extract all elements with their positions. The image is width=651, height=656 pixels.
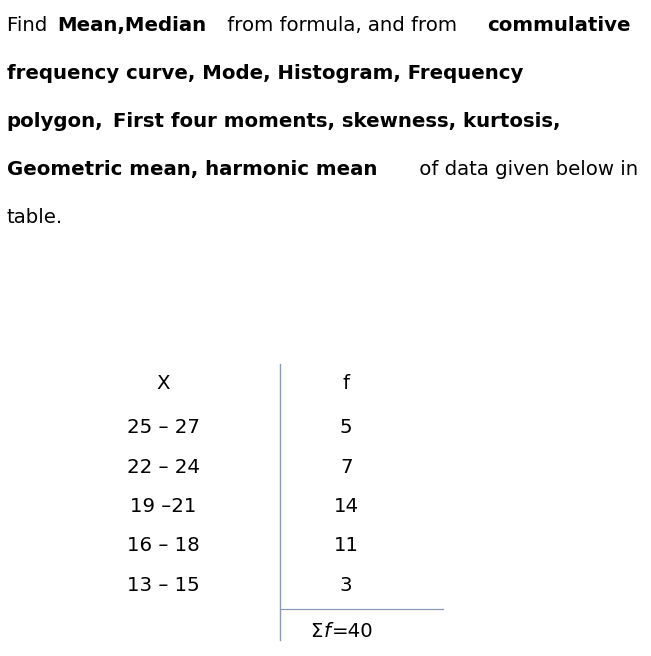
Text: =40: =40 [331, 622, 373, 640]
Text: First four moments, skewness, kurtosis,: First four moments, skewness, kurtosis, [113, 112, 561, 131]
Text: Mean,Median: Mean,Median [58, 16, 207, 35]
Text: 16 – 18: 16 – 18 [127, 537, 200, 555]
Text: of data given below in: of data given below in [413, 160, 639, 179]
Text: X: X [157, 375, 170, 393]
Text: 14: 14 [334, 497, 359, 516]
Text: 13 – 15: 13 – 15 [127, 576, 200, 594]
Text: 11: 11 [334, 537, 359, 555]
Text: f: f [342, 375, 350, 393]
Text: 5: 5 [340, 419, 353, 437]
Text: 19 –21: 19 –21 [130, 497, 197, 516]
Text: 3: 3 [340, 576, 353, 594]
Text: Find: Find [7, 16, 53, 35]
Text: Σ: Σ [311, 622, 323, 640]
Text: 7: 7 [340, 458, 353, 476]
Text: commulative: commulative [488, 16, 631, 35]
Text: Geometric mean, harmonic mean: Geometric mean, harmonic mean [7, 160, 377, 179]
Text: table.: table. [7, 208, 62, 227]
Text: from formula, and from: from formula, and from [221, 16, 464, 35]
Text: 22 – 24: 22 – 24 [127, 458, 200, 476]
Text: f: f [324, 622, 331, 640]
Text: polygon,: polygon, [7, 112, 104, 131]
Text: 25 – 27: 25 – 27 [127, 419, 200, 437]
Text: frequency curve, Mode, Histogram, Frequency: frequency curve, Mode, Histogram, Freque… [7, 64, 523, 83]
